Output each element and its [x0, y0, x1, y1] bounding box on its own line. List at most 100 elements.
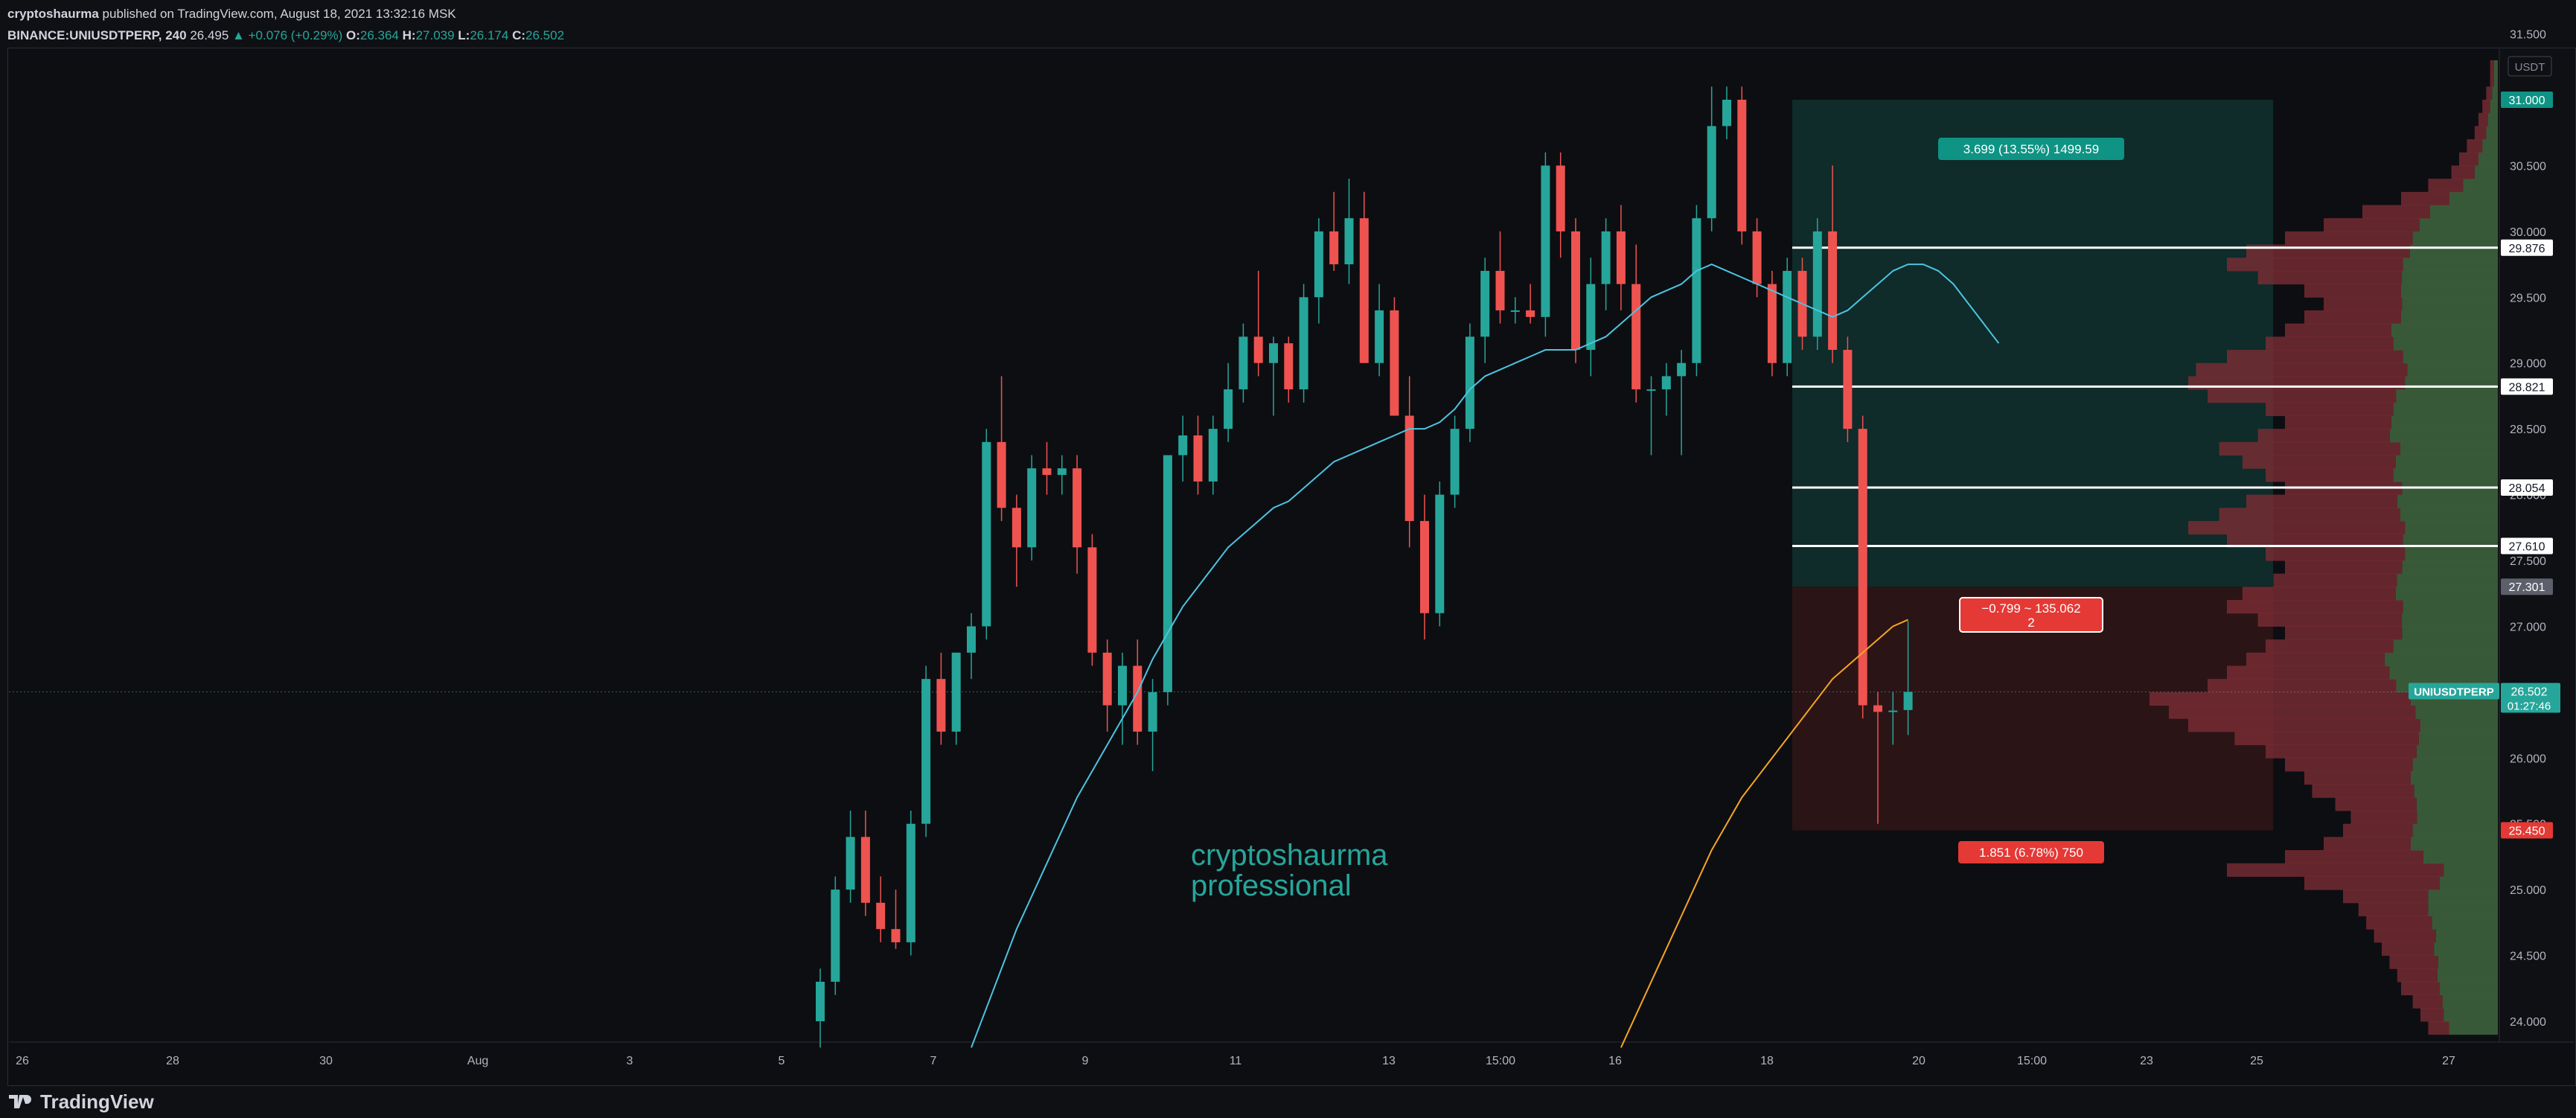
- profit-zone: [1792, 100, 2273, 587]
- y-tick-label: 26.000: [2510, 753, 2546, 765]
- bar-countdown-text: 01:27:46: [2508, 700, 2551, 713]
- volume-profile-bar-up: [2416, 744, 2498, 758]
- y-tick-label: 31.500: [2510, 29, 2546, 42]
- volume-profile-bar-up: [2400, 441, 2498, 456]
- volume-profile-bar-down: [2350, 811, 2417, 825]
- candle-body: [1420, 520, 1429, 613]
- volume-profile-bar-down: [2343, 823, 2413, 837]
- high-value: 27.039: [415, 28, 455, 42]
- volume-profile-bar-up: [2411, 837, 2498, 851]
- x-tick-label: 20: [1912, 1055, 1925, 1067]
- volume-profile-bar-down: [2188, 520, 2406, 535]
- volume-profile-bar-up: [2395, 587, 2498, 601]
- last-price-tag: [2501, 683, 2560, 713]
- volume-profile-bar-down: [2196, 362, 2408, 377]
- volume-profile-bar-up: [2409, 244, 2498, 258]
- volume-profile-bar-down: [2362, 205, 2430, 219]
- candle-body: [1677, 362, 1687, 377]
- volume-profile-bar-down: [2227, 600, 2403, 614]
- volume-profile-bar-down: [2397, 968, 2438, 983]
- candle-body: [951, 652, 961, 732]
- y-tick-label: 29.000: [2510, 358, 2546, 371]
- volume-profile-bar-up: [2397, 573, 2498, 587]
- candle-body: [1556, 165, 1565, 231]
- axis-price-tag: [2501, 578, 2553, 595]
- volume-profile-bar-up: [2417, 811, 2498, 825]
- volume-profile-bar-down: [2266, 336, 2394, 351]
- candle-body: [1828, 231, 1838, 351]
- volume-profile-bar-up: [2418, 731, 2498, 746]
- y-tick-label: 25.000: [2510, 884, 2546, 897]
- candle-body: [1586, 284, 1596, 351]
- volume-profile-bar-up: [2407, 362, 2498, 377]
- volume-profile-bar-up: [2428, 902, 2498, 917]
- axis-price-tag-text: 27.610: [2509, 541, 2545, 554]
- close-value: 26.502: [525, 28, 565, 42]
- volume-profile-bar-up: [2400, 508, 2498, 522]
- volume-profile-bar-down: [2285, 323, 2391, 337]
- x-tick-label: 13: [1382, 1055, 1396, 1067]
- volume-profile-bar-up: [2405, 547, 2498, 561]
- volume-profile-bar-down: [2335, 797, 2417, 811]
- volume-profile-bar-down: [2478, 112, 2488, 127]
- candle-body: [1224, 389, 1233, 429]
- candle-body: [906, 823, 915, 942]
- volume-profile-bar-down: [2227, 863, 2444, 877]
- volume-profile-bar-down: [2358, 902, 2429, 917]
- candle-body: [1087, 547, 1097, 653]
- volume-profile-bar-up: [2419, 218, 2498, 232]
- candle-body: [1118, 665, 1127, 706]
- candle-body: [1375, 310, 1384, 363]
- publish-info: published on TradingView.com, August 18,…: [98, 7, 456, 21]
- author-name[interactable]: cryptoshaurma: [7, 7, 99, 21]
- x-tick-label: 9: [1082, 1055, 1089, 1067]
- candle-body: [1707, 126, 1716, 219]
- x-tick-label: 25: [2250, 1055, 2263, 1067]
- volume-profile-bar-down: [2227, 665, 2390, 680]
- x-tick-label: 3: [627, 1055, 633, 1067]
- volume-profile-bar-down: [2304, 770, 2411, 785]
- candle-body: [921, 679, 931, 824]
- volume-profile-bar-up: [2401, 284, 2498, 298]
- volume-profile-bar-up: [2403, 534, 2498, 548]
- axis-price-tag: [2501, 822, 2553, 839]
- volume-profile-bar-down: [2366, 916, 2432, 930]
- volume-profile-bar-up: [2444, 863, 2498, 877]
- price-change: ▲ +0.076 (+0.29%): [232, 28, 343, 42]
- symbol-tag: [2409, 683, 2499, 700]
- axis-price-tag-text: 29.876: [2509, 243, 2545, 255]
- candle-body: [1526, 310, 1535, 317]
- last-price: 26.495: [190, 28, 229, 42]
- axis-price-tag-text: 28.821: [2509, 381, 2545, 394]
- volume-profile-bar-up: [2444, 1008, 2498, 1022]
- y-tick-label: 28.500: [2510, 424, 2546, 436]
- candle-body: [891, 929, 901, 942]
- volume-profile-bar-up: [2412, 758, 2498, 772]
- volume-profile-bar-up: [2486, 126, 2498, 140]
- candle-body: [1269, 343, 1278, 363]
- volume-profile-bar-down: [2257, 613, 2403, 627]
- volume-profile-bar-down: [2208, 679, 2397, 693]
- volume-profile-bar-up: [2393, 402, 2498, 416]
- volume-profile-bar-down: [2227, 258, 2403, 272]
- volume-profile-bar-down: [2169, 705, 2416, 719]
- candle-body: [1631, 284, 1641, 390]
- volume-profile-bar-up: [2438, 955, 2498, 969]
- y-tick-label: 27.500: [2510, 555, 2546, 568]
- volume-profile-bar-up: [2449, 1021, 2498, 1035]
- tradingview-footer[interactable]: TradingView: [7, 1085, 154, 1118]
- candle-body: [1812, 231, 1822, 337]
- candle-body: [1299, 297, 1308, 390]
- volume-profile-bar-up: [2395, 455, 2498, 469]
- profit-label-bg: [1938, 138, 2124, 160]
- volume-profile-bar-down: [2266, 547, 2406, 561]
- volume-profile-bar-down: [2266, 402, 2394, 416]
- axis-price-tag-text: 27.301: [2509, 581, 2545, 594]
- volume-profile-bar-up: [2401, 310, 2498, 325]
- volume-profile-bar-down: [2474, 126, 2487, 140]
- volume-profile-bar-down: [2285, 626, 2403, 640]
- ma-slow-line: [1620, 619, 1908, 1048]
- volume-profile-bar-down: [2486, 86, 2493, 100]
- chart-header: cryptoshaurma published on TradingView.c…: [7, 3, 564, 48]
